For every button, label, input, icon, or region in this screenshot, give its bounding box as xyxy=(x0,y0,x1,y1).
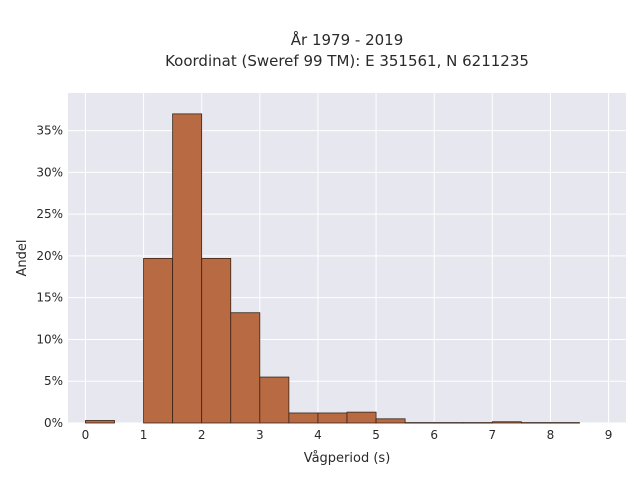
x-tick-label: 5 xyxy=(372,428,380,442)
x-tick-label: 6 xyxy=(430,428,438,442)
x-tick-label: 8 xyxy=(547,428,555,442)
x-tick-label: 0 xyxy=(82,428,90,442)
y-tick-label: 5% xyxy=(44,374,63,388)
histogram-bar xyxy=(317,412,348,424)
x-axis-label: Vågperiod (s) xyxy=(304,451,391,466)
histogram-bar xyxy=(433,422,464,424)
histogram-bar xyxy=(230,312,261,424)
y-tick-label: 0% xyxy=(44,416,63,430)
x-tick-label: 4 xyxy=(314,428,322,442)
y-tick-label: 15% xyxy=(36,291,63,305)
x-tick-label: 3 xyxy=(256,428,264,442)
y-axis-label: Andel xyxy=(15,240,30,277)
histogram-bar xyxy=(491,421,522,424)
histogram-bar xyxy=(201,258,232,424)
histogram-bar xyxy=(404,422,435,424)
histogram-bar xyxy=(143,258,174,424)
y-tick-label: 10% xyxy=(36,332,63,346)
chart-title-line-1: År 1979 - 2019 xyxy=(291,30,404,49)
chart-title-line-2: Koordinat (Sweref 99 TM): E 351561, N 62… xyxy=(165,52,529,70)
histogram-bar xyxy=(259,376,290,424)
histogram-bar xyxy=(85,420,115,424)
y-tick-label: 25% xyxy=(36,207,63,221)
x-tick-label: 1 xyxy=(140,428,148,442)
y-tick-label: 30% xyxy=(36,165,63,179)
x-axis-ticks: 0 1 2 3 4 5 6 7 8 9 xyxy=(82,428,613,442)
histogram-bar xyxy=(462,422,493,424)
histogram-bar xyxy=(288,412,319,424)
y-tick-label: 35% xyxy=(36,124,63,138)
y-axis-ticks: 0% 5% 10% 15% 20% 25% 30% 35% xyxy=(36,124,63,430)
x-tick-label: 9 xyxy=(605,428,613,442)
bars xyxy=(85,113,580,424)
x-tick-label: 7 xyxy=(488,428,496,442)
x-tick-label: 2 xyxy=(198,428,206,442)
histogram-bar xyxy=(346,411,377,424)
y-tick-label: 20% xyxy=(36,249,63,263)
histogram-bar xyxy=(172,113,203,424)
histogram-bar xyxy=(550,422,580,424)
histogram-bar xyxy=(520,422,551,424)
histogram-bar xyxy=(375,418,406,424)
